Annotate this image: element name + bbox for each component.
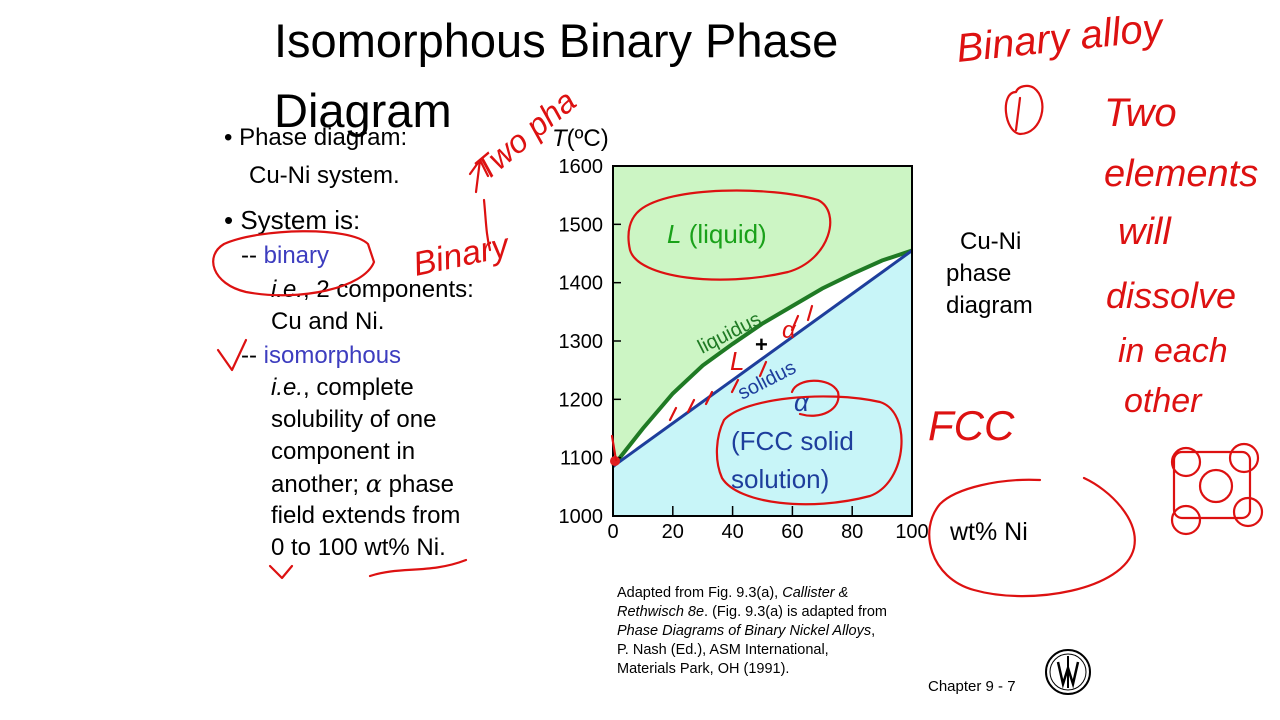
y-tick-label: 1300: [559, 331, 604, 353]
axis-ticks: 0 20 40 60 80 100 1000 1100 1200 1300 1400 1500 1600: [559, 156, 929, 543]
caption-line: Materials Park, OH (1991).: [617, 661, 790, 677]
component-line: component in: [271, 438, 416, 465]
arrow-stem: [482, 198, 492, 252]
ie-text: , complete: [303, 374, 414, 401]
note-will: will: [1118, 211, 1172, 253]
alpha-line: another; α phase: [271, 468, 454, 501]
isomorphous-explanation: i.e., complete: [271, 372, 414, 404]
bullet-cu-ni: Cu-Ni system.: [249, 162, 400, 189]
alpha-region-symbol: α: [794, 387, 810, 417]
fcc-atom: [1170, 504, 1202, 536]
bullet-system: • System is:: [224, 205, 361, 235]
fcc-atom: [1198, 468, 1234, 504]
fcc-atom: [1228, 442, 1260, 474]
y-tick-label: 1200: [559, 389, 604, 411]
caption-line: Phase Diagrams of Binary Nickel Alloys,: [617, 623, 876, 639]
another-text: another;: [271, 471, 366, 498]
note-in-each: in each: [1118, 332, 1228, 370]
caption-line: P. Nash (Ed.), ASM International,: [617, 642, 829, 658]
range-line: 0 to 100 wt% Ni.: [271, 534, 446, 561]
x-tick-label: 100: [895, 521, 928, 543]
ie-text: , 2 components:: [303, 276, 474, 303]
page-title: Isomorphous Binary Phase Diagram: [274, 14, 839, 137]
y-tick-label: 1100: [560, 448, 603, 470]
arrow-up: [468, 158, 490, 194]
side-label-line: phase: [946, 260, 1012, 287]
binary-components: Cu and Ni.: [271, 308, 385, 335]
solid-region-label-line1: (FCC solid: [731, 426, 854, 456]
bullet-phase-diagram: • Phase diagram:: [224, 124, 408, 151]
ie-abbrev: i.e.: [271, 276, 304, 303]
x-tick-label: 80: [841, 521, 863, 543]
isomorphous-term: isomorphous: [263, 342, 402, 369]
note-elements: elements: [1104, 153, 1258, 195]
melting-point-dot: [610, 456, 620, 466]
x-tick-label: 40: [721, 521, 743, 543]
fcc-cell-box: [1172, 450, 1252, 520]
dash-binary: -- binary: [241, 240, 329, 272]
alpha-symbol: α: [365, 470, 382, 498]
diagram-side-label: Cu-Ni phase diagram: [946, 226, 1033, 322]
liquid-region-label: L (liquid): [667, 219, 767, 249]
binary-explanation: i.e., 2 components:: [271, 274, 474, 306]
caption-line: Rethwisch 8e. (Fig. 9.3(a) is adapted fr…: [617, 604, 887, 620]
note-dissolve: dissolve: [1106, 275, 1236, 316]
fcc-atom: [1232, 496, 1264, 528]
state-point-marker: +: [755, 332, 768, 357]
side-label-line: Cu-Ni: [960, 228, 1022, 255]
slide-footer: Chapter 9 - 7: [928, 678, 1016, 695]
y-tick-label: 1000: [559, 506, 604, 528]
x-tick-label: 20: [662, 521, 684, 543]
x-tick-label: 60: [781, 521, 803, 543]
note-binary-alloy: Binary alloy: [954, 5, 1167, 71]
dash-isomorphous: -- isomorphous: [241, 340, 401, 372]
wiley-logo-icon: [1045, 649, 1091, 695]
note-two: Two: [1104, 91, 1177, 135]
phase-diagram-chart: 0 20 40 60 80 100 1000 1100 1200 1300 1400 1500 1600…: [552, 125, 1028, 546]
field-line: field extends from: [271, 502, 461, 529]
side-label-line: diagram: [946, 292, 1033, 319]
y-axis-label: T(ºC): [552, 125, 609, 152]
y-tick-label: 1500: [559, 214, 604, 236]
dash: --: [241, 242, 264, 269]
y-tick-label: 1400: [559, 273, 604, 295]
solubility-line: solubility of one: [271, 406, 437, 433]
dash: --: [241, 342, 264, 369]
solid-region-label-line2: solution): [731, 464, 829, 494]
x-axis-label: wt% Ni: [949, 518, 1028, 546]
figure-caption: Adapted from Fig. 9.3(a), Callister & Re…: [617, 584, 887, 679]
binary-term: binary: [263, 242, 330, 269]
caption-line: Adapted from Fig. 9.3(a), Callister &: [617, 585, 849, 601]
y-tick-label: 1600: [559, 156, 604, 178]
fcc-atom: [1170, 446, 1202, 478]
check-bottom: [268, 564, 294, 580]
phase-text: phase: [381, 471, 455, 498]
note-other: other: [1124, 382, 1203, 420]
ie-abbrev: i.e.: [271, 374, 304, 401]
x-tick-label: 0: [607, 521, 618, 543]
